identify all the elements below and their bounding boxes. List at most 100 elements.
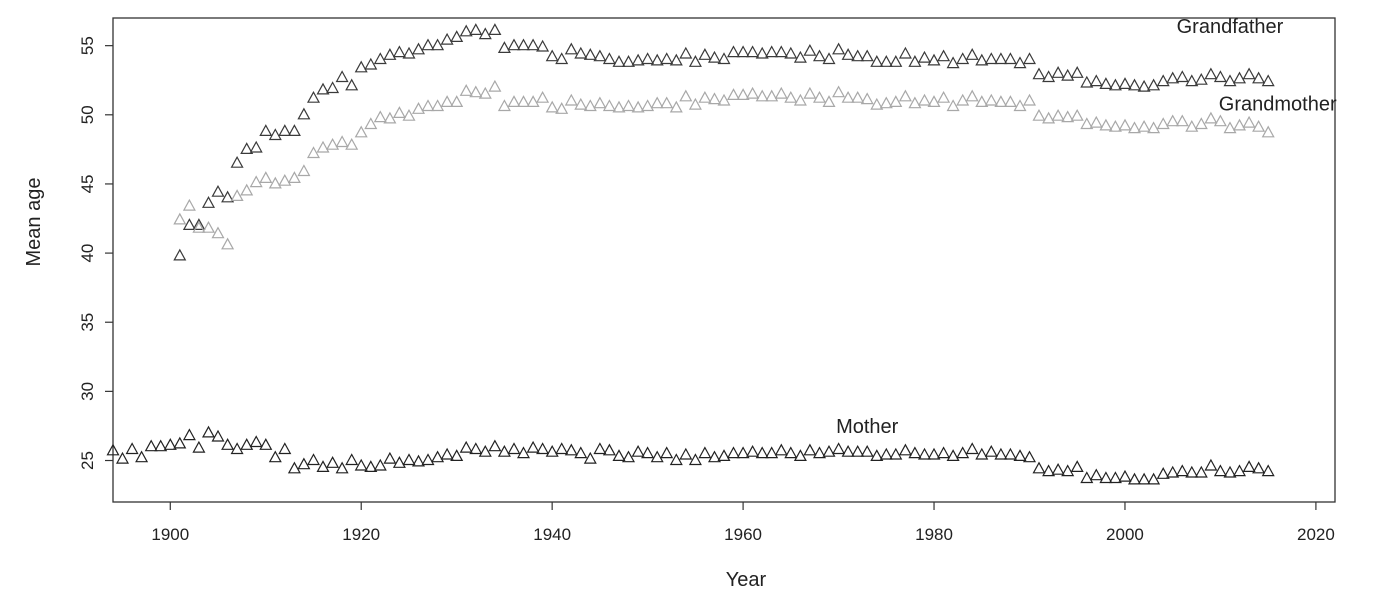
data-point xyxy=(746,444,760,457)
data-point xyxy=(1118,118,1132,131)
data-point xyxy=(707,50,722,63)
data-point xyxy=(1089,468,1103,481)
data-point xyxy=(1099,118,1113,131)
data-point xyxy=(364,460,378,472)
data-point xyxy=(774,86,788,99)
data-point xyxy=(326,456,340,468)
data-point xyxy=(469,442,483,455)
data-point xyxy=(688,453,702,466)
data-point xyxy=(870,55,884,67)
data-point xyxy=(1137,472,1151,485)
data-point xyxy=(1194,72,1208,85)
data-point xyxy=(784,90,798,103)
data-point xyxy=(1252,119,1266,132)
data-point xyxy=(793,50,807,63)
data-point xyxy=(555,442,569,455)
data-point xyxy=(1003,447,1017,460)
data-point xyxy=(726,45,741,58)
data-point xyxy=(994,52,1008,65)
data-point xyxy=(1242,67,1256,80)
data-point xyxy=(746,45,760,58)
data-point xyxy=(1232,464,1247,477)
data-point xyxy=(240,438,254,450)
data-point xyxy=(469,23,483,36)
data-point xyxy=(889,55,903,67)
data-point xyxy=(1166,71,1180,84)
data-point xyxy=(221,438,235,450)
data-point xyxy=(345,78,359,91)
data-point xyxy=(793,93,807,106)
data-point xyxy=(173,436,187,449)
data-point xyxy=(698,446,712,459)
data-point xyxy=(478,27,492,40)
data-point xyxy=(956,52,970,65)
data-point xyxy=(803,86,817,99)
data-point xyxy=(373,52,387,65)
data-point xyxy=(316,140,330,153)
data-point xyxy=(287,461,301,474)
data-point xyxy=(927,447,941,460)
series-label-grandmother: Grandmother xyxy=(1219,94,1337,116)
data-point xyxy=(574,97,588,110)
data-point xyxy=(602,99,616,112)
data-point xyxy=(1204,111,1218,124)
data-point xyxy=(841,90,855,103)
data-point xyxy=(946,56,960,69)
y-axis: 25 30 35 40 45 50 55 xyxy=(78,36,113,470)
data-point xyxy=(765,45,779,58)
data-point xyxy=(306,146,321,159)
data-point xyxy=(1137,119,1151,132)
data-point xyxy=(259,438,273,450)
data-point xyxy=(192,218,206,230)
data-point xyxy=(774,45,788,58)
data-point xyxy=(1156,467,1170,479)
data-point xyxy=(946,449,960,461)
data-point xyxy=(364,57,378,70)
data-point xyxy=(335,461,349,474)
data-point xyxy=(1147,472,1161,485)
data-point xyxy=(335,70,349,83)
data-point xyxy=(765,446,779,459)
data-point xyxy=(660,446,674,459)
data-point xyxy=(316,460,330,472)
data-point xyxy=(364,117,378,130)
data-point xyxy=(621,55,636,67)
x-axis-title: Year xyxy=(726,569,767,591)
data-point xyxy=(1051,66,1065,78)
data-point xyxy=(1118,77,1132,90)
data-point xyxy=(1204,67,1218,80)
data-point xyxy=(211,184,225,197)
data-point xyxy=(726,446,741,459)
series-label-grandfather: Grandfather xyxy=(1177,16,1284,38)
data-point xyxy=(755,46,769,59)
data-point xyxy=(478,444,492,457)
data-point xyxy=(1242,115,1256,128)
data-point xyxy=(287,124,301,136)
data-point xyxy=(1032,461,1046,474)
data-point xyxy=(975,53,989,66)
data-point xyxy=(612,55,626,67)
data-point xyxy=(984,444,998,457)
data-point xyxy=(621,99,636,112)
data-point xyxy=(182,428,196,441)
data-point xyxy=(402,108,416,121)
data-point xyxy=(373,110,387,123)
annotation-layer: Grandfather Grandmother Mother xyxy=(836,16,1337,438)
data-point xyxy=(316,82,330,95)
data-point xyxy=(1175,70,1189,83)
data-point xyxy=(1213,464,1227,477)
data-point xyxy=(583,451,597,464)
data-point xyxy=(497,41,511,54)
data-point xyxy=(1108,471,1122,484)
data-point xyxy=(1042,464,1056,477)
data-point xyxy=(459,440,473,453)
data-point xyxy=(956,446,970,459)
data-point xyxy=(679,46,693,59)
data-point xyxy=(1022,52,1037,65)
data-point xyxy=(793,449,807,461)
data-point xyxy=(956,93,970,106)
data-point xyxy=(994,95,1008,108)
y-tick-label: 25 xyxy=(78,451,97,470)
data-point xyxy=(278,124,292,136)
